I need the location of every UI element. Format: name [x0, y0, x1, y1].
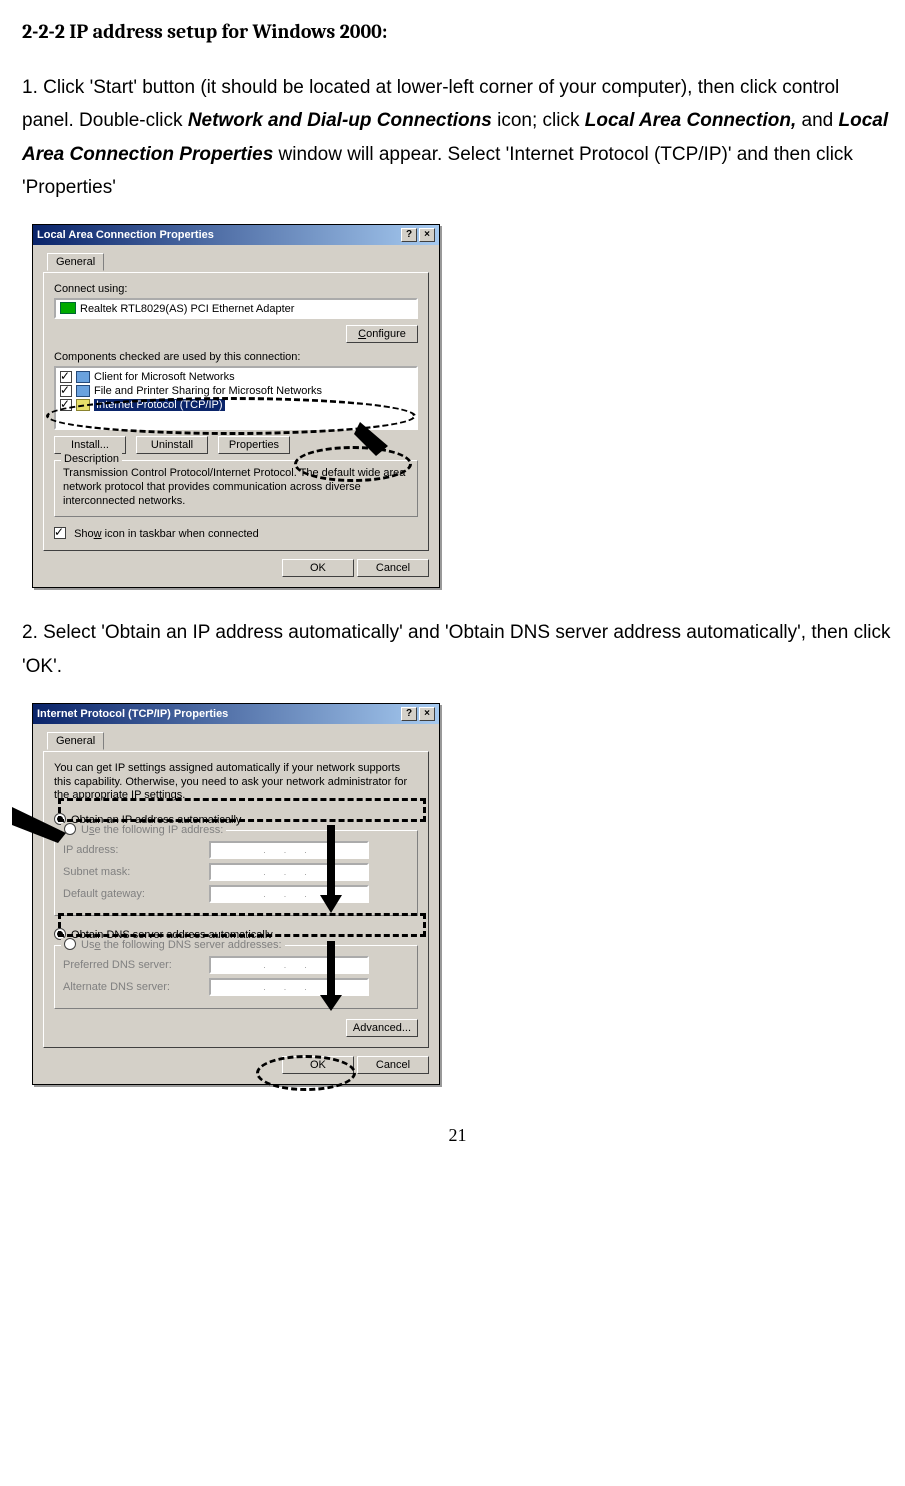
annotation-arrow-icon	[354, 422, 394, 458]
page-number: 21	[22, 1125, 893, 1146]
ip-input: . . .	[209, 841, 369, 859]
description-legend: Description	[61, 453, 122, 465]
configure-button[interactable]: Configure	[346, 325, 418, 343]
gw-label: Default gateway:	[63, 888, 201, 900]
annotation-arrow-icon	[12, 807, 72, 847]
checkbox[interactable]	[60, 399, 72, 411]
adns-input: . . .	[209, 978, 369, 996]
list-item[interactable]: Internet Protocol (TCP/IP)	[58, 398, 414, 412]
install-button[interactable]: Install...	[54, 436, 126, 454]
dialog2-wrap: Internet Protocol (TCP/IP) Properties ? …	[32, 703, 893, 1085]
checkbox[interactable]	[60, 385, 72, 397]
show-icon-row[interactable]: Show icon in taskbar when connected	[54, 527, 418, 540]
properties-button[interactable]: Properties	[218, 436, 290, 454]
tcpip-properties-dialog: Internet Protocol (TCP/IP) Properties ? …	[32, 703, 440, 1085]
client-icon	[76, 371, 90, 383]
pdns-input: . . .	[209, 956, 369, 974]
description-text: Transmission Control Protocol/Internet P…	[63, 467, 409, 508]
description-group: Description Transmission Control Protoco…	[54, 460, 418, 517]
close-button[interactable]: ×	[419, 228, 435, 242]
dialog1-wrap: Local Area Connection Properties ? × Gen…	[32, 224, 893, 588]
dialog1-titlebar: Local Area Connection Properties ? ×	[33, 225, 439, 245]
use-dns-radio-row[interactable]: Use the following DNS server addresses:	[61, 938, 285, 951]
adapter-field: Realtek RTL8029(AS) PCI Ethernet Adapter	[54, 298, 418, 319]
connect-using-label: Connect using:	[54, 283, 418, 295]
help-button[interactable]: ?	[401, 707, 417, 721]
dialog2-titlebar: Internet Protocol (TCP/IP) Properties ? …	[33, 704, 439, 724]
lac-properties-dialog: Local Area Connection Properties ? × Gen…	[32, 224, 440, 588]
section-heading: 2-2-2 IP address setup for Windows 2000:	[22, 20, 893, 43]
components-label: Components checked are used by this conn…	[54, 351, 418, 363]
share-icon	[76, 385, 90, 397]
dialog2-title: Internet Protocol (TCP/IP) Properties	[37, 708, 399, 720]
step-1-text: 1. Click 'Start' button (it should be lo…	[22, 71, 893, 204]
general-tab[interactable]: General	[47, 253, 104, 271]
uninstall-button[interactable]: Uninstall	[136, 436, 208, 454]
ok-button[interactable]: OK	[282, 559, 354, 577]
pdns-label: Preferred DNS server:	[63, 959, 201, 971]
mask-label: Subnet mask:	[63, 866, 201, 878]
annotation-arrow-icon	[320, 825, 342, 915]
annotation-arrow-icon	[320, 941, 342, 1013]
dialog1-title: Local Area Connection Properties	[37, 229, 399, 241]
intro-text: You can get IP settings assigned automat…	[54, 762, 418, 803]
nic-icon	[60, 302, 76, 314]
cancel-button[interactable]: Cancel	[357, 559, 429, 577]
gw-input: . . .	[209, 885, 369, 903]
ip-label: IP address:	[63, 844, 201, 856]
static-ip-group: Use the following IP address: IP address…	[54, 830, 418, 916]
close-button[interactable]: ×	[419, 707, 435, 721]
adns-label: Alternate DNS server:	[63, 981, 201, 993]
static-dns-group: Use the following DNS server addresses: …	[54, 945, 418, 1009]
advanced-button[interactable]: Advanced...	[346, 1019, 418, 1037]
show-icon-checkbox[interactable]	[54, 527, 66, 539]
cancel-button[interactable]: Cancel	[357, 1056, 429, 1074]
tcpip-item[interactable]: Internet Protocol (TCP/IP)	[94, 399, 225, 411]
radio-button[interactable]	[64, 938, 76, 950]
use-ip-radio-row[interactable]: Use the following IP address:	[61, 823, 226, 836]
list-item[interactable]: File and Printer Sharing for Microsoft N…	[58, 384, 414, 398]
protocol-icon	[76, 399, 90, 411]
mask-input: . . .	[209, 863, 369, 881]
list-item[interactable]: Client for Microsoft Networks	[58, 370, 414, 384]
ok-button[interactable]: OK	[282, 1056, 354, 1074]
help-button[interactable]: ?	[401, 228, 417, 242]
general-tab[interactable]: General	[47, 732, 104, 750]
step-2-text: 2. Select 'Obtain an IP address automati…	[22, 616, 893, 683]
checkbox[interactable]	[60, 371, 72, 383]
components-list[interactable]: Client for Microsoft Networks File and P…	[54, 366, 418, 430]
